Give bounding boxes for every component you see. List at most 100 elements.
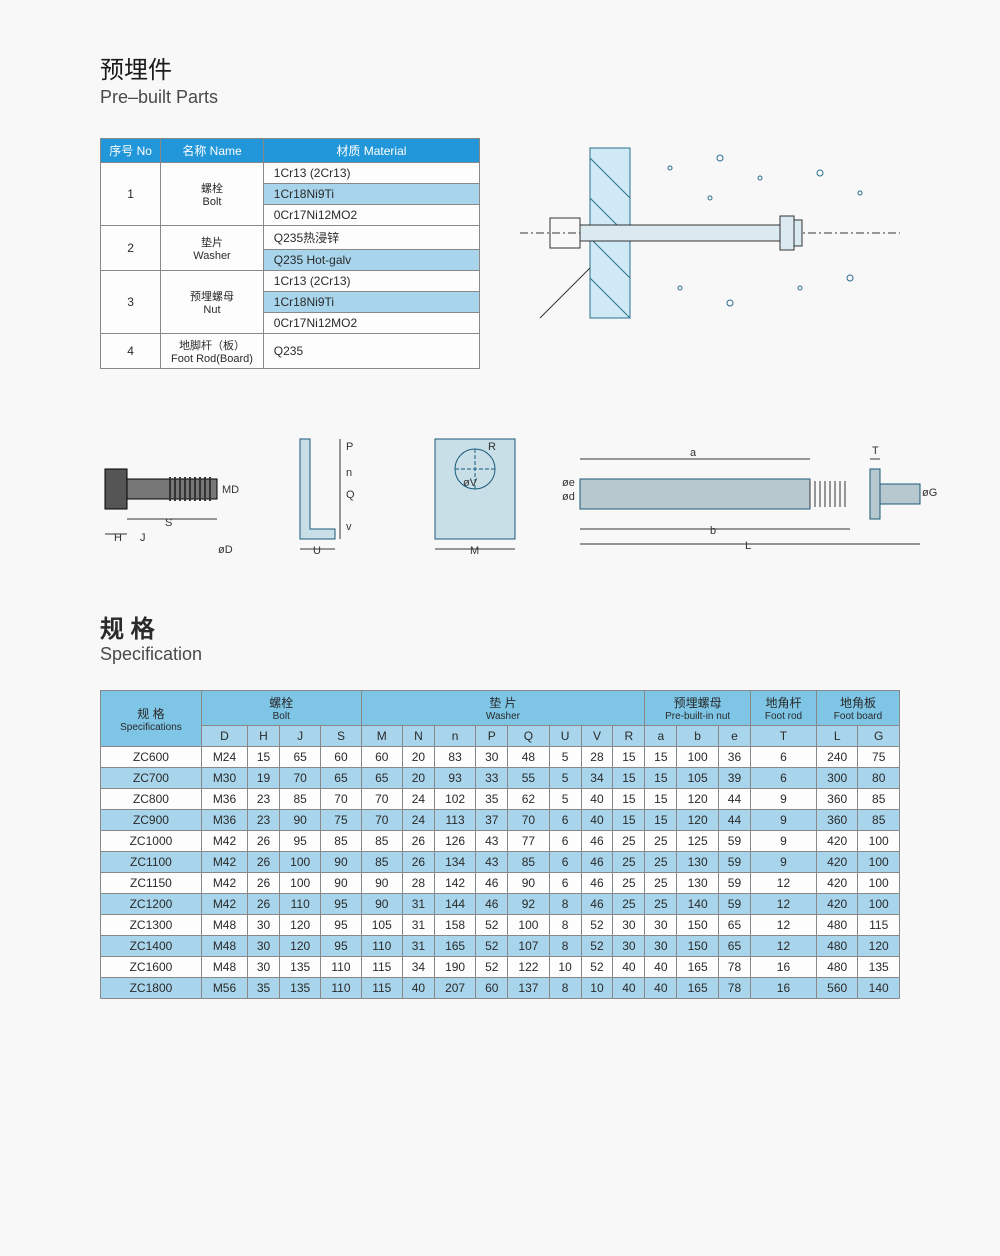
spec-cell: 300 [816, 768, 857, 789]
dim-b: b [710, 525, 716, 537]
spec-cell: 105 [677, 768, 719, 789]
spec-cell: 24 [402, 810, 434, 831]
spec-cell: 26 [402, 852, 434, 873]
spec-title-cn: 规 格 [100, 609, 900, 644]
spec-cell: 126 [434, 831, 475, 852]
dim-P: P [346, 441, 353, 453]
spec-cell: 39 [718, 768, 750, 789]
spec-cell: 90 [508, 873, 549, 894]
dim-a: a [690, 447, 696, 459]
spec-cell: 12 [750, 936, 816, 957]
spec-cell: 65 [279, 747, 320, 768]
spec-row-label: ZC1000 [101, 831, 202, 852]
dim-U: U [313, 545, 321, 557]
spec-cell: 120 [858, 936, 900, 957]
spec-col-Q: Q [508, 726, 549, 747]
mat-no: 1 [101, 163, 161, 226]
dim-de: øe [562, 477, 575, 489]
spec-cell: 30 [248, 957, 280, 978]
spec-cell: 9 [750, 831, 816, 852]
spec-cell: 165 [677, 978, 719, 999]
spec-cell: 33 [476, 768, 508, 789]
dim-dG: øG [922, 487, 937, 499]
spec-cell: 110 [279, 894, 320, 915]
spec-cell: 137 [508, 978, 549, 999]
spec-cell: 25 [613, 831, 645, 852]
spec-cell: 360 [816, 810, 857, 831]
material-table: 序号 No 名称 Name 材质 Material 1螺栓Bolt1Cr13 (… [100, 138, 480, 369]
spec-cell: M24 [201, 747, 247, 768]
spec-cell: 26 [248, 894, 280, 915]
spec-cell: 34 [402, 957, 434, 978]
spec-cell: 110 [361, 936, 402, 957]
spec-cell: 135 [279, 978, 320, 999]
spec-cell: 90 [361, 894, 402, 915]
spec-cell: 100 [279, 873, 320, 894]
spec-cell: 19 [248, 768, 280, 789]
spec-cell: 95 [321, 915, 361, 936]
mat-material: Q235热浸锌 [263, 226, 479, 250]
spec-col-J: J [279, 726, 320, 747]
spec-cell: M36 [201, 810, 247, 831]
spec-cell: 35 [248, 978, 280, 999]
spec-col-S: S [321, 726, 361, 747]
spec-cell: 25 [645, 894, 677, 915]
dim-T: T [872, 445, 879, 457]
spec-cell: 28 [581, 747, 613, 768]
dim-J: J [140, 532, 146, 544]
spec-cell: 25 [613, 894, 645, 915]
dim-L: L [745, 540, 751, 552]
spec-cell: 140 [858, 978, 900, 999]
spec-cell: 59 [718, 873, 750, 894]
spec-cell: 15 [645, 747, 677, 768]
spec-cell: 15 [645, 789, 677, 810]
spec-cell: 142 [434, 873, 475, 894]
mat-material: 0Cr17Ni12MO2 [263, 313, 479, 334]
spec-col-a: a [645, 726, 677, 747]
spec-cell: 100 [858, 831, 900, 852]
spec-cell: 15 [613, 747, 645, 768]
spec-cell: 40 [645, 978, 677, 999]
spec-cell: 12 [750, 894, 816, 915]
spec-cell: 8 [549, 915, 581, 936]
spec-cell: 30 [476, 747, 508, 768]
spec-row-label: ZC1200 [101, 894, 202, 915]
spec-cell: M36 [201, 789, 247, 810]
spec-cell: 40 [402, 978, 434, 999]
spec-cell: 120 [677, 789, 719, 810]
spec-cell: 52 [476, 915, 508, 936]
spec-cell: M42 [201, 852, 247, 873]
spec-cell: 59 [718, 852, 750, 873]
spec-cell: 40 [581, 810, 613, 831]
spec-cell: 85 [508, 852, 549, 873]
spec-cell: 52 [581, 936, 613, 957]
spec-cell: 8 [549, 978, 581, 999]
spec-cell: 144 [434, 894, 475, 915]
spec-cell: 120 [279, 915, 320, 936]
spec-cell: 100 [677, 747, 719, 768]
washer-drawing: R øV M [420, 429, 530, 559]
spec-cell: 55 [508, 768, 549, 789]
spec-cell: 165 [434, 936, 475, 957]
spec-cell: 190 [434, 957, 475, 978]
spec-cell: 25 [645, 873, 677, 894]
spec-cell: 8 [549, 894, 581, 915]
spec-row-label: ZC1300 [101, 915, 202, 936]
spec-cell: 28 [402, 873, 434, 894]
spec-cell: 78 [718, 957, 750, 978]
dim-dd: ød [562, 491, 575, 503]
spec-cell: 70 [321, 789, 361, 810]
spec-cell: 125 [677, 831, 719, 852]
dim-H: H [114, 532, 122, 544]
spec-cell: 31 [402, 936, 434, 957]
spec-cell: 6 [549, 810, 581, 831]
mat-name: 垫片Washer [161, 226, 264, 271]
spec-cell: 31 [402, 915, 434, 936]
spec-cell: 207 [434, 978, 475, 999]
spec-cell: 26 [248, 852, 280, 873]
mat-material: 0Cr17Ni12MO2 [263, 205, 479, 226]
spec-cell: 52 [476, 936, 508, 957]
spec-cell: 134 [434, 852, 475, 873]
spec-cell: 10 [549, 957, 581, 978]
spec-row-label: ZC900 [101, 810, 202, 831]
